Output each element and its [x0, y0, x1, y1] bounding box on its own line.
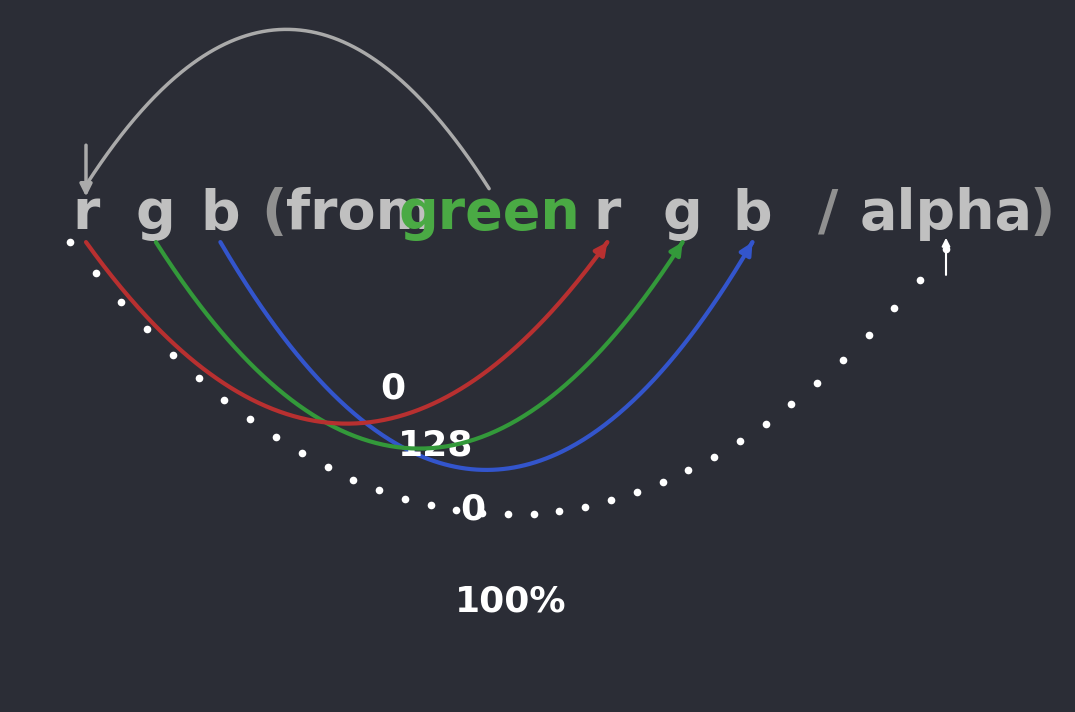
Text: green: green: [398, 187, 580, 241]
Text: 100%: 100%: [455, 585, 567, 619]
Text: b: b: [201, 187, 240, 241]
Text: 0: 0: [379, 371, 405, 405]
Text: r: r: [72, 187, 100, 241]
Text: from: from: [286, 187, 434, 241]
Text: 0: 0: [460, 492, 486, 526]
Text: ): ): [1030, 187, 1056, 241]
Text: 128: 128: [398, 428, 473, 462]
Text: /: /: [818, 187, 837, 241]
Text: g: g: [663, 187, 702, 241]
Text: r: r: [593, 187, 621, 241]
Text: alpha: alpha: [859, 187, 1033, 241]
Text: g: g: [137, 187, 175, 241]
Text: b: b: [733, 187, 772, 241]
Text: (: (: [261, 187, 287, 241]
